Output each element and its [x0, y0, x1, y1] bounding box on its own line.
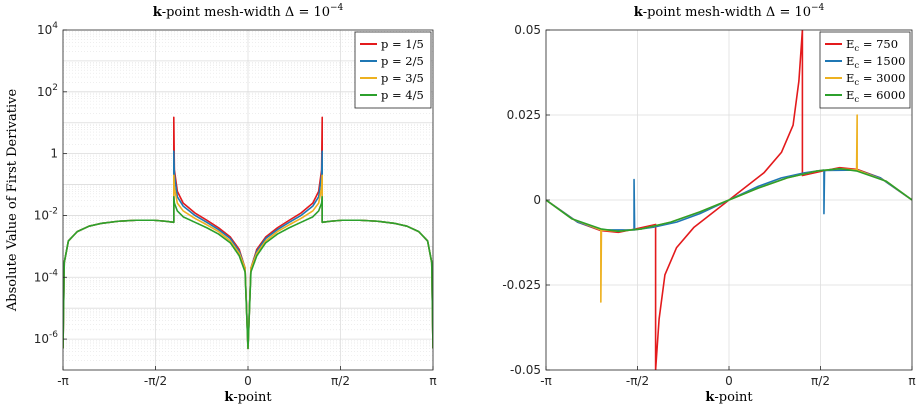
legend-label-2: p = 2/5	[381, 54, 424, 68]
y-tick-label: 10-4	[34, 268, 59, 284]
x-tick-label: -π/2	[626, 374, 649, 388]
x-axis-label: k-point	[224, 390, 272, 405]
x-tick-label: -π	[57, 374, 69, 388]
legend-label-1: Ec = 750	[846, 37, 898, 54]
right-chart: -π -π/2 0 π/2 π -0.05 -0.025 0 0.025 0.05 k-point …	[502, 3, 915, 405]
y-tick-label: 1	[50, 147, 58, 161]
series-line-4	[63, 196, 433, 350]
y-tick-label: 0.025	[507, 108, 541, 122]
y-tick-label: 10-2	[34, 206, 58, 222]
y-tick-label: 0	[533, 193, 541, 207]
y-tick-label: 102	[37, 83, 58, 99]
x-axis-label: k-point	[705, 390, 753, 405]
y-axis-label: Absolute Value of First Derivative	[5, 89, 20, 313]
chart-title: k-point mesh-width Δ = 10−4	[153, 3, 344, 20]
left-chart: -π -π/2 0 π/2 π 10-6 10-4 10-2 1 102 104 k-point me…	[5, 3, 437, 405]
x-tick-label: π	[429, 374, 436, 388]
legend-label-3: Ec = 3000	[846, 71, 905, 88]
x-tick-label: 0	[725, 374, 733, 388]
legend-label-4: p = 4/5	[381, 88, 424, 102]
legend-label-4: Ec = 6000	[846, 88, 905, 105]
legend-label-3: p = 3/5	[381, 71, 424, 85]
y-tick-label: -0.025	[502, 278, 541, 292]
x-tick-label: 0	[244, 374, 252, 388]
x-tick-label: -π/2	[144, 374, 167, 388]
series-line-4	[546, 167, 912, 233]
x-tick-label: π/2	[331, 374, 350, 388]
y-tick-label: -0.05	[510, 363, 541, 377]
chart-title: k-point mesh-width Δ = 10−4	[634, 3, 825, 20]
x-tick-label: π	[908, 374, 915, 388]
x-tick-label: π/2	[811, 374, 830, 388]
y-tick-label: 10-6	[34, 330, 59, 346]
y-tick-label: 0.05	[514, 23, 541, 37]
x-tick-label: -π	[540, 374, 552, 388]
legend-label-2: Ec = 1500	[846, 54, 905, 71]
legend-label-1: p = 1/5	[381, 37, 424, 51]
y-tick-label: 104	[37, 21, 58, 37]
